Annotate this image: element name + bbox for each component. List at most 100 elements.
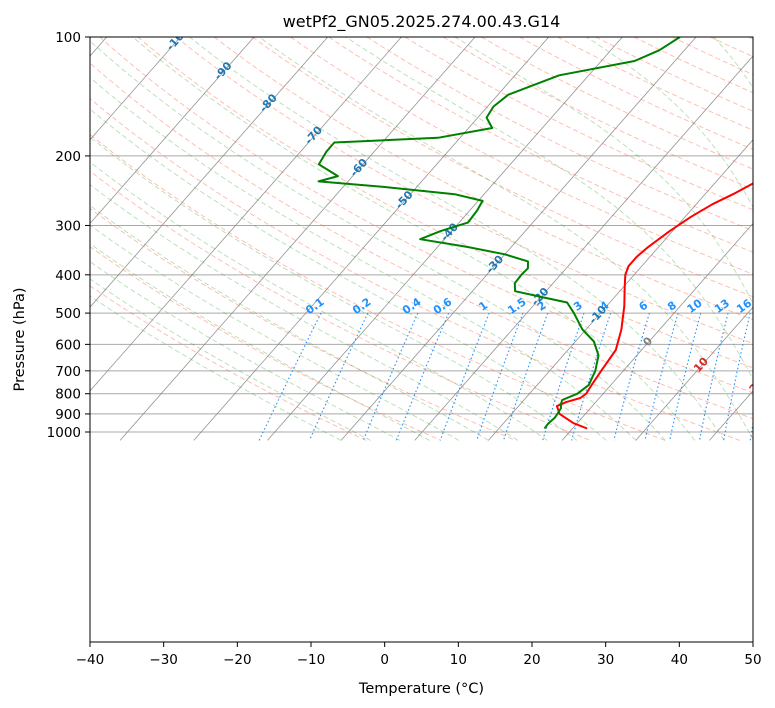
mixing-ratio-label: 20 <box>758 296 775 316</box>
dry-adiabat-line <box>633 37 753 94</box>
moist-adiabat-line <box>90 136 578 441</box>
mixing-ratio-line <box>502 312 549 441</box>
moist-adiabat-line <box>90 278 371 441</box>
mixing-ratio-line <box>699 312 729 441</box>
isotherm-line <box>414 55 753 441</box>
moist-adiabat-line <box>586 37 753 209</box>
dry-adiabat-line <box>595 37 753 112</box>
y-tick-label: 900 <box>55 407 81 423</box>
y-tick-label: 800 <box>55 387 81 403</box>
dry-adiabat-line <box>290 37 753 275</box>
moist-adiabat-line <box>189 37 725 441</box>
x-axis-title: Temperature (°C) <box>358 681 484 697</box>
dry-adiabat-line <box>252 37 753 298</box>
isotherm-line <box>90 37 255 225</box>
moist-adiabat-line <box>345 37 753 381</box>
dry-adiabat-line <box>442 37 753 190</box>
moist-adiabat-line <box>454 37 753 305</box>
mixing-ratio-line <box>613 312 650 441</box>
moist-adiabat-line <box>90 295 342 441</box>
dry-adiabat-line <box>519 37 753 150</box>
dry-adiabat-line <box>404 37 753 211</box>
dry-adiabat-line <box>90 62 753 420</box>
mixing-ratio-label: 0.4 <box>400 295 424 317</box>
moist-adiabat-line <box>90 204 489 441</box>
moist-adiabat-line <box>90 161 548 441</box>
mixing-ratio-line <box>749 420 753 441</box>
mixing-ratio-label: 6 <box>637 299 651 314</box>
x-tick-label: −40 <box>76 652 105 668</box>
y-axis-title: Pressure (hPa) <box>12 287 28 391</box>
dry-adiabat-line <box>90 246 442 441</box>
x-tick-label: −20 <box>223 652 252 668</box>
mixing-ratio-line <box>308 312 369 441</box>
dry-adiabat-line <box>328 37 753 253</box>
x-tick-label: 30 <box>597 652 614 668</box>
y-tick-label: 500 <box>55 306 81 322</box>
y-axis: 100 200 300 400 500 600 700 800 900 1000 <box>47 30 90 441</box>
mixing-ratio-label: 0.2 <box>350 295 373 317</box>
y-tick-label: 100 <box>55 30 81 46</box>
dry-adiabat-line <box>99 37 753 394</box>
dry-adiabat-line <box>175 37 753 345</box>
x-tick-label: 20 <box>523 652 540 668</box>
y-tick-label: 600 <box>55 337 81 353</box>
temperature-profile <box>555 182 753 430</box>
dry-adiabat-line <box>671 37 753 75</box>
x-tick-label: −10 <box>297 652 326 668</box>
y-tick-label: 300 <box>55 218 81 234</box>
y-tick-label: 400 <box>55 268 81 284</box>
moist-adiabat-line <box>713 37 753 89</box>
dry-adiabat-line <box>90 285 367 441</box>
moist-adiabat-line <box>258 37 753 441</box>
mixing-ratio-label: 0.1 <box>303 295 326 317</box>
isotherm-line <box>90 37 181 141</box>
y-tick-label: 700 <box>55 364 81 380</box>
mixing-ratio-label: 16 <box>734 296 754 316</box>
dry-adiabat-line <box>90 207 516 441</box>
mixing-ratio-line <box>439 312 490 441</box>
isotherm-line <box>488 139 753 441</box>
moist-adiabat-line <box>90 76 637 441</box>
mixing-ratio-line <box>542 312 585 441</box>
isotherm-line <box>193 37 550 441</box>
mixing-ratio-line <box>669 312 702 441</box>
moist-adiabat-line <box>90 261 401 441</box>
isotherm-line <box>119 37 476 441</box>
mixing-ratio-line <box>476 312 524 441</box>
moist-adiabat-line <box>132 37 696 441</box>
moist-adiabat-line <box>90 108 607 441</box>
mixing-ratio-line <box>723 312 751 441</box>
dewpoint-profile <box>317 37 681 430</box>
chart-title: wetPf2_GN05.2025.274.00.43.G14 <box>283 12 561 32</box>
isotherm-line <box>90 37 329 308</box>
isotherm-line <box>635 306 753 441</box>
isotherm-label: -100 <box>164 24 192 53</box>
moist-adiabat-line <box>90 224 460 441</box>
plot-area: 0.10.20.40.611.52346810131620253036-100-… <box>90 24 775 441</box>
x-tick-label: 0 <box>380 652 389 668</box>
plot-frame <box>89 36 754 643</box>
isotherm-line <box>267 37 623 441</box>
dry-adiabat-line <box>481 37 753 170</box>
isotherm-line <box>90 37 402 392</box>
isotherm-line <box>340 37 697 441</box>
y-tick-label: 1000 <box>47 425 81 441</box>
x-tick-label: 40 <box>671 652 688 668</box>
y-tick-label: 200 <box>55 149 81 165</box>
dry-adiabat-line <box>90 97 740 441</box>
x-axis: −40 −30 −20 −10 0 10 20 30 40 50 <box>76 642 762 668</box>
isotherm-line <box>561 222 753 441</box>
moist-adiabat-line <box>90 40 666 441</box>
moist-adiabat-line <box>90 184 519 441</box>
mixing-ratio-line <box>395 312 450 441</box>
isotherm-label: 20 <box>747 375 767 395</box>
x-tick-label: 50 <box>744 652 761 668</box>
dry-adiabat-line <box>90 170 591 441</box>
dry-adiabat-line <box>557 37 753 131</box>
moist-adiabat-line <box>90 243 430 441</box>
x-tick-label: 10 <box>450 652 467 668</box>
dry-adiabat-line <box>213 37 753 321</box>
dry-adiabat-line <box>366 37 753 232</box>
